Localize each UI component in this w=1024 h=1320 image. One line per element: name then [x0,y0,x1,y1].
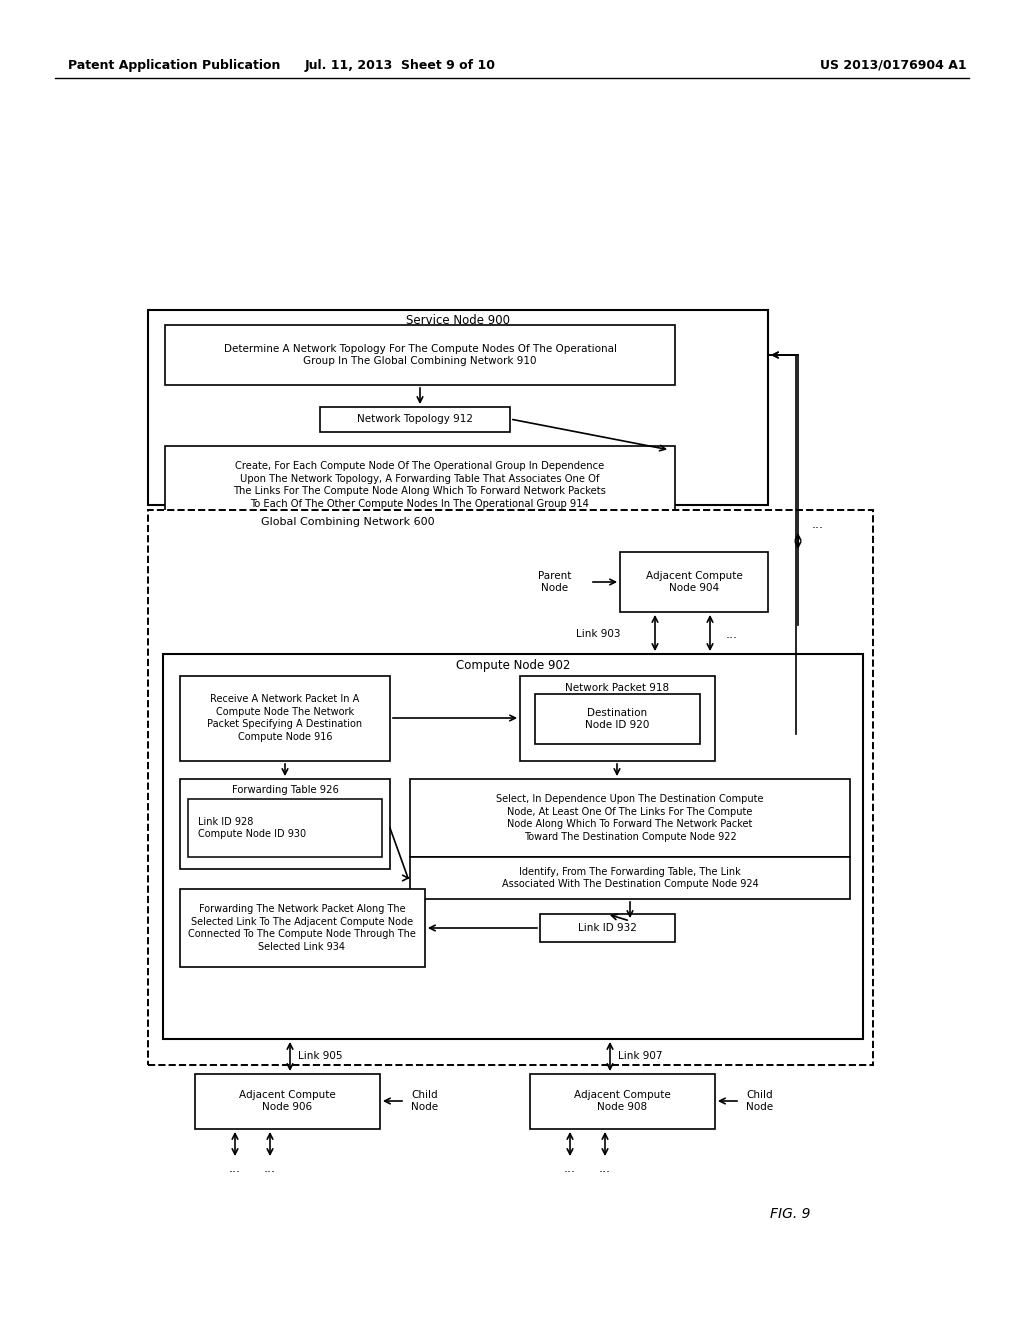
Bar [180,779,390,869]
Bar [319,407,510,432]
Bar [188,799,382,857]
Bar [180,676,390,762]
Bar [148,310,768,506]
Text: Link 903: Link 903 [575,630,620,639]
Text: Network Topology 912: Network Topology 912 [357,414,473,424]
Text: Determine A Network Topology For The Compute Nodes Of The Operational
Group In T: Determine A Network Topology For The Com… [223,343,616,366]
Bar [520,676,715,762]
Text: Compute Node 902: Compute Node 902 [456,659,570,672]
Text: Forwarding Table 926: Forwarding Table 926 [231,785,339,795]
Bar [163,653,863,1039]
Text: Link 907: Link 907 [618,1051,663,1061]
Bar [165,325,675,385]
Text: Network Packet 918: Network Packet 918 [565,682,669,693]
Text: Child
Node: Child Node [412,1090,438,1113]
Text: Forwarding The Network Packet Along The
Selected Link To The Adjacent Compute No: Forwarding The Network Packet Along The … [188,904,416,952]
Text: Jul. 11, 2013  Sheet 9 of 10: Jul. 11, 2013 Sheet 9 of 10 [304,58,496,71]
Text: Service Node 900: Service Node 900 [406,314,510,327]
Text: Create, For Each Compute Node Of The Operational Group In Dependence
Upon The Ne: Create, For Each Compute Node Of The Ope… [233,462,606,508]
Bar [148,510,873,1065]
Text: Adjacent Compute
Node 908: Adjacent Compute Node 908 [573,1090,671,1113]
Text: ...: ... [264,1163,276,1176]
Bar [410,857,850,899]
Text: Select, In Dependence Upon The Destination Compute
Node, At Least One Of The Lin: Select, In Dependence Upon The Destinati… [497,795,764,842]
Text: Adjacent Compute
Node 906: Adjacent Compute Node 906 [239,1090,336,1113]
Text: Global Combining Network 600: Global Combining Network 600 [261,517,435,527]
Bar [530,1074,715,1129]
Text: Link 905: Link 905 [298,1051,342,1061]
Bar [180,888,425,968]
Bar [410,779,850,857]
Bar [535,694,700,744]
Text: ...: ... [726,627,738,640]
Text: ...: ... [229,1163,241,1176]
Text: Identify, From The Forwarding Table, The Link
Associated With The Destination Co: Identify, From The Forwarding Table, The… [502,867,759,890]
Bar [165,446,675,524]
Text: ...: ... [599,1163,611,1176]
Text: ...: ... [812,517,824,531]
Text: Parent
Node: Parent Node [539,570,571,593]
Text: Link ID 928
Compute Node ID 930: Link ID 928 Compute Node ID 930 [198,817,306,840]
Bar [195,1074,380,1129]
Text: Child
Node: Child Node [746,1090,773,1113]
Text: Receive A Network Packet In A
Compute Node The Network
Packet Specifying A Desti: Receive A Network Packet In A Compute No… [208,694,362,742]
Text: FIG. 9: FIG. 9 [770,1206,810,1221]
Text: ...: ... [564,1163,575,1176]
Text: Adjacent Compute
Node 904: Adjacent Compute Node 904 [645,570,742,593]
Text: Destination
Node ID 920: Destination Node ID 920 [585,708,649,730]
Text: US 2013/0176904 A1: US 2013/0176904 A1 [820,58,967,71]
Bar [540,913,675,942]
Text: Patent Application Publication: Patent Application Publication [68,58,281,71]
Text: Link ID 932: Link ID 932 [578,923,637,933]
Bar [620,552,768,612]
